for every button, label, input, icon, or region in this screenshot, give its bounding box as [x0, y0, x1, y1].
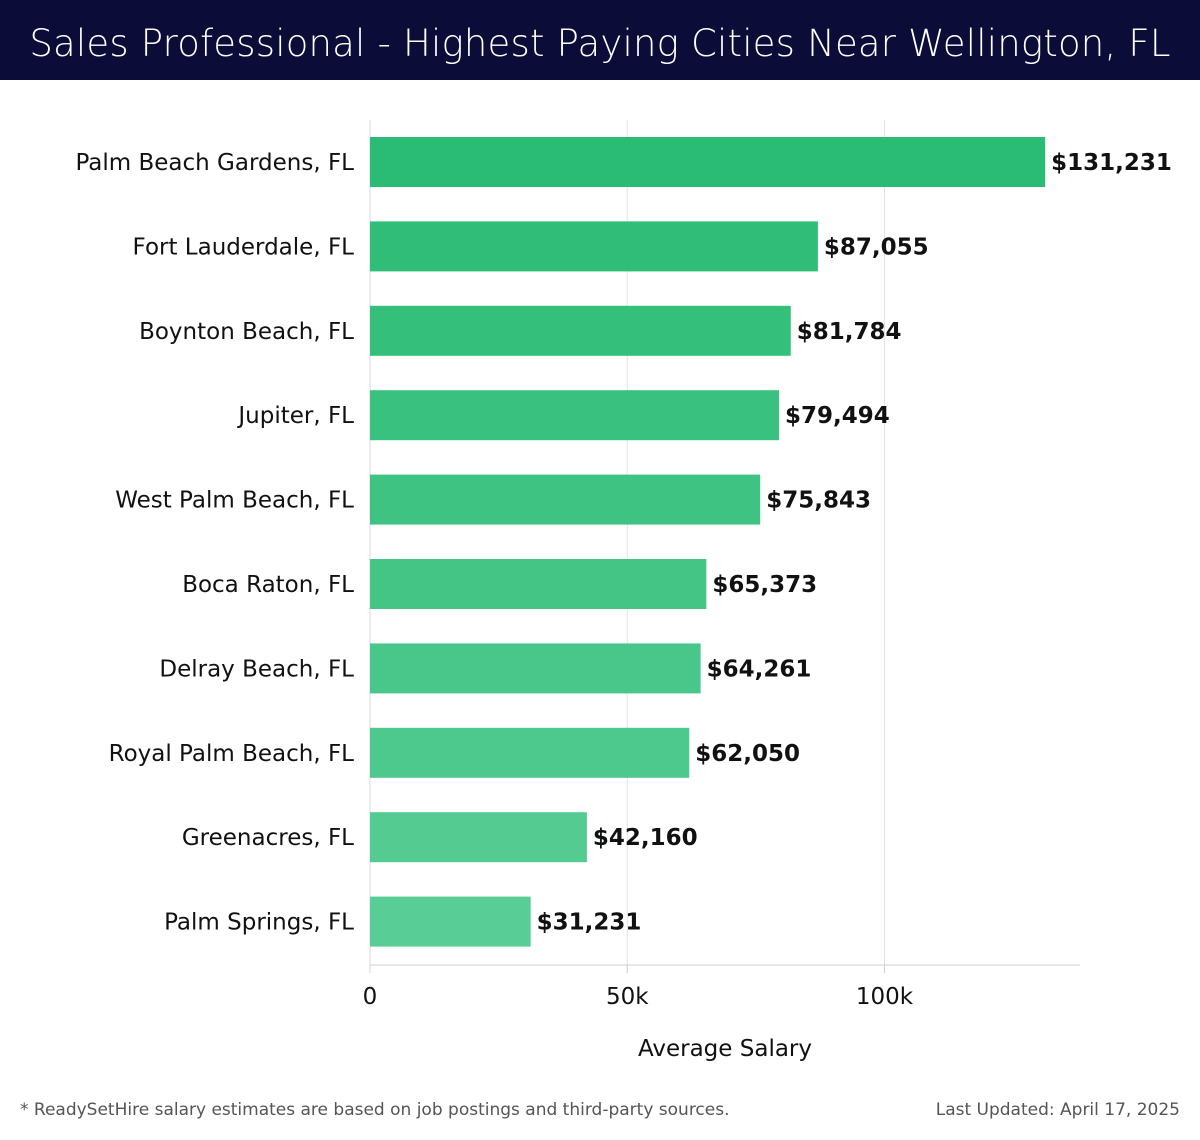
- bar: [370, 474, 761, 525]
- x-axis-title: Average Salary: [638, 1036, 812, 1062]
- bar: [370, 896, 531, 947]
- bar: [370, 812, 587, 863]
- value-label: $75,843: [766, 488, 871, 514]
- category-label: Royal Palm Beach, FL: [109, 741, 355, 767]
- bar: [370, 559, 707, 609]
- value-label: $64,261: [707, 656, 812, 682]
- value-label: $62,050: [695, 741, 800, 767]
- value-label: $87,055: [824, 234, 929, 260]
- category-label: Palm Springs, FL: [164, 910, 354, 936]
- labels: 0 50k 100k Palm Beach Gardens, FL $131,231 Fo…: [75, 150, 1171, 1010]
- value-label: $31,231: [537, 910, 642, 936]
- value-label: $79,494: [785, 403, 890, 429]
- x-tick-label: 50k: [606, 984, 649, 1010]
- bars: [370, 137, 1046, 947]
- bar: [370, 305, 791, 356]
- category-label: Boca Raton, FL: [182, 572, 354, 598]
- category-label: Delray Beach, FL: [159, 656, 354, 682]
- bar: [370, 221, 818, 272]
- bar: [370, 727, 690, 778]
- category-label: Greenacres, FL: [182, 825, 354, 851]
- title-bar: [0, 0, 1200, 80]
- value-label: $42,160: [593, 825, 698, 851]
- category-label: Fort Lauderdale, FL: [133, 234, 355, 260]
- category-label: Boynton Beach, FL: [139, 319, 354, 345]
- category-label: Palm Beach Gardens, FL: [75, 150, 354, 176]
- value-label: $131,231: [1051, 150, 1172, 176]
- x-tick-label: 100k: [856, 984, 914, 1010]
- category-label: West Palm Beach, FL: [115, 488, 354, 514]
- bar: [370, 137, 1046, 187]
- chart-title: Sales Professional - Highest Paying Citi…: [29, 22, 1171, 65]
- bar: [370, 390, 779, 441]
- bar: [370, 643, 701, 694]
- footnote: * ReadySetHire salary estimates are base…: [20, 1100, 730, 1120]
- category-label: Jupiter, FL: [236, 403, 354, 429]
- value-label: $81,784: [797, 319, 902, 345]
- last-updated: Last Updated: April 17, 2025: [935, 1100, 1180, 1120]
- value-label: $65,373: [712, 572, 817, 598]
- x-tick-label: 0: [363, 984, 378, 1010]
